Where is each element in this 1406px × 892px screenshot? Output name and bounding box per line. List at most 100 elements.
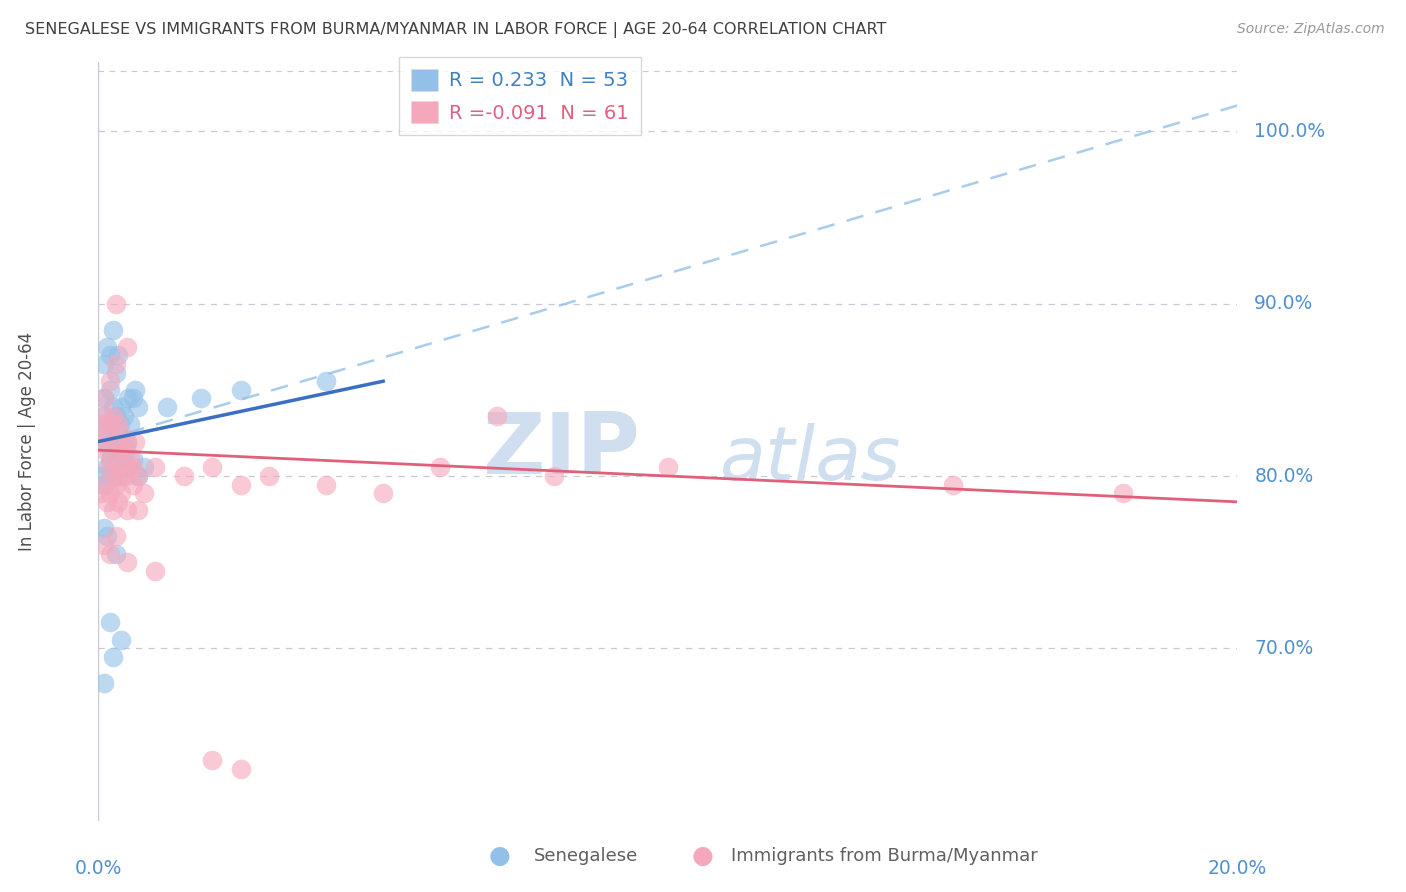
Point (124, 434, 146, 449)
Point (91, 409, 114, 423)
Text: 70.0%: 70.0% (1254, 639, 1313, 657)
Point (98, 547, 121, 561)
Point (101, 503, 124, 517)
Point (110, 425, 132, 440)
Point (101, 649, 124, 664)
Point (93, 521, 115, 535)
Point (94, 443, 117, 458)
Point (93, 477, 115, 491)
Text: Immigrants from Burma/Myanmar: Immigrants from Burma/Myanmar (731, 847, 1038, 865)
Point (97, 443, 120, 458)
Text: 20.0%: 20.0% (1208, 858, 1267, 878)
Point (104, 357, 127, 371)
Point (104, 477, 127, 491)
Text: atlas: atlas (720, 423, 901, 495)
Point (201, 460, 224, 475)
Point (93, 675, 115, 690)
Point (190, 392, 212, 406)
Point (107, 469, 129, 483)
Point (104, 296, 127, 310)
Point (103, 469, 125, 483)
Point (229, 477, 252, 491)
Point (942, 477, 965, 491)
Point (100, 451, 122, 466)
Point (371, 486, 394, 500)
Point (121, 477, 143, 491)
Point (96, 460, 118, 475)
Text: 90.0%: 90.0% (1254, 294, 1313, 313)
Point (107, 417, 129, 432)
Point (90, 434, 112, 449)
Point (93, 409, 115, 423)
Point (90, 486, 112, 500)
Point (111, 469, 134, 483)
Point (93, 392, 115, 406)
Point (543, 469, 565, 483)
Point (101, 409, 124, 423)
Point (105, 460, 128, 475)
Point (115, 460, 138, 475)
Point (114, 469, 136, 483)
Legend: R = 0.233  N = 53, R =-0.091  N = 61: R = 0.233 N = 53, R =-0.091 N = 61 (399, 57, 641, 135)
Point (127, 469, 149, 483)
Point (98, 615, 121, 630)
Point (115, 340, 138, 354)
Text: ●: ● (488, 845, 510, 868)
Point (114, 443, 136, 458)
Point (96, 529, 118, 543)
Text: ZIP: ZIP (482, 409, 640, 491)
Point (124, 383, 146, 397)
Text: SENEGALESE VS IMMIGRANTS FROM BURMA/MYANMAR IN LABOR FORCE | AGE 20-64 CORRELATI: SENEGALESE VS IMMIGRANTS FROM BURMA/MYAN… (25, 22, 887, 38)
Text: 0.0%: 0.0% (75, 858, 122, 878)
Point (97, 460, 120, 475)
Point (315, 374, 337, 388)
Point (156, 400, 179, 414)
Point (121, 392, 143, 406)
Point (105, 451, 128, 466)
Point (91, 434, 114, 449)
Point (90, 417, 112, 432)
Text: In Labor Force | Age 20-64: In Labor Force | Age 20-64 (18, 332, 35, 551)
Point (101, 400, 124, 414)
Point (132, 486, 155, 500)
Point (98, 348, 121, 362)
Point (132, 460, 155, 475)
Point (98, 383, 121, 397)
Point (121, 460, 143, 475)
Point (429, 460, 451, 475)
Text: ●: ● (692, 845, 714, 868)
Point (104, 529, 127, 543)
Point (98, 374, 121, 388)
Point (201, 753, 224, 767)
Point (93, 357, 115, 371)
Text: Senegalese: Senegalese (534, 847, 638, 865)
Point (93, 538, 115, 552)
Point (96, 340, 118, 354)
Point (145, 564, 167, 578)
Point (93, 477, 115, 491)
Point (229, 383, 252, 397)
Point (110, 632, 132, 647)
Point (657, 460, 679, 475)
Point (111, 434, 134, 449)
Point (96, 425, 118, 440)
Point (103, 434, 125, 449)
Text: 80.0%: 80.0% (1254, 467, 1313, 485)
Point (145, 460, 167, 475)
Point (96, 417, 118, 432)
Point (98, 451, 121, 466)
Point (127, 469, 149, 483)
Point (94, 425, 117, 440)
Text: Source: ZipAtlas.com: Source: ZipAtlas.com (1237, 22, 1385, 37)
Point (117, 392, 139, 406)
Point (1112, 486, 1135, 500)
Point (486, 409, 509, 423)
Point (104, 409, 127, 423)
Point (229, 762, 252, 776)
Point (112, 409, 135, 423)
Point (104, 547, 127, 561)
Point (101, 322, 124, 336)
Point (107, 425, 129, 440)
Point (259, 469, 281, 483)
Point (104, 434, 127, 449)
